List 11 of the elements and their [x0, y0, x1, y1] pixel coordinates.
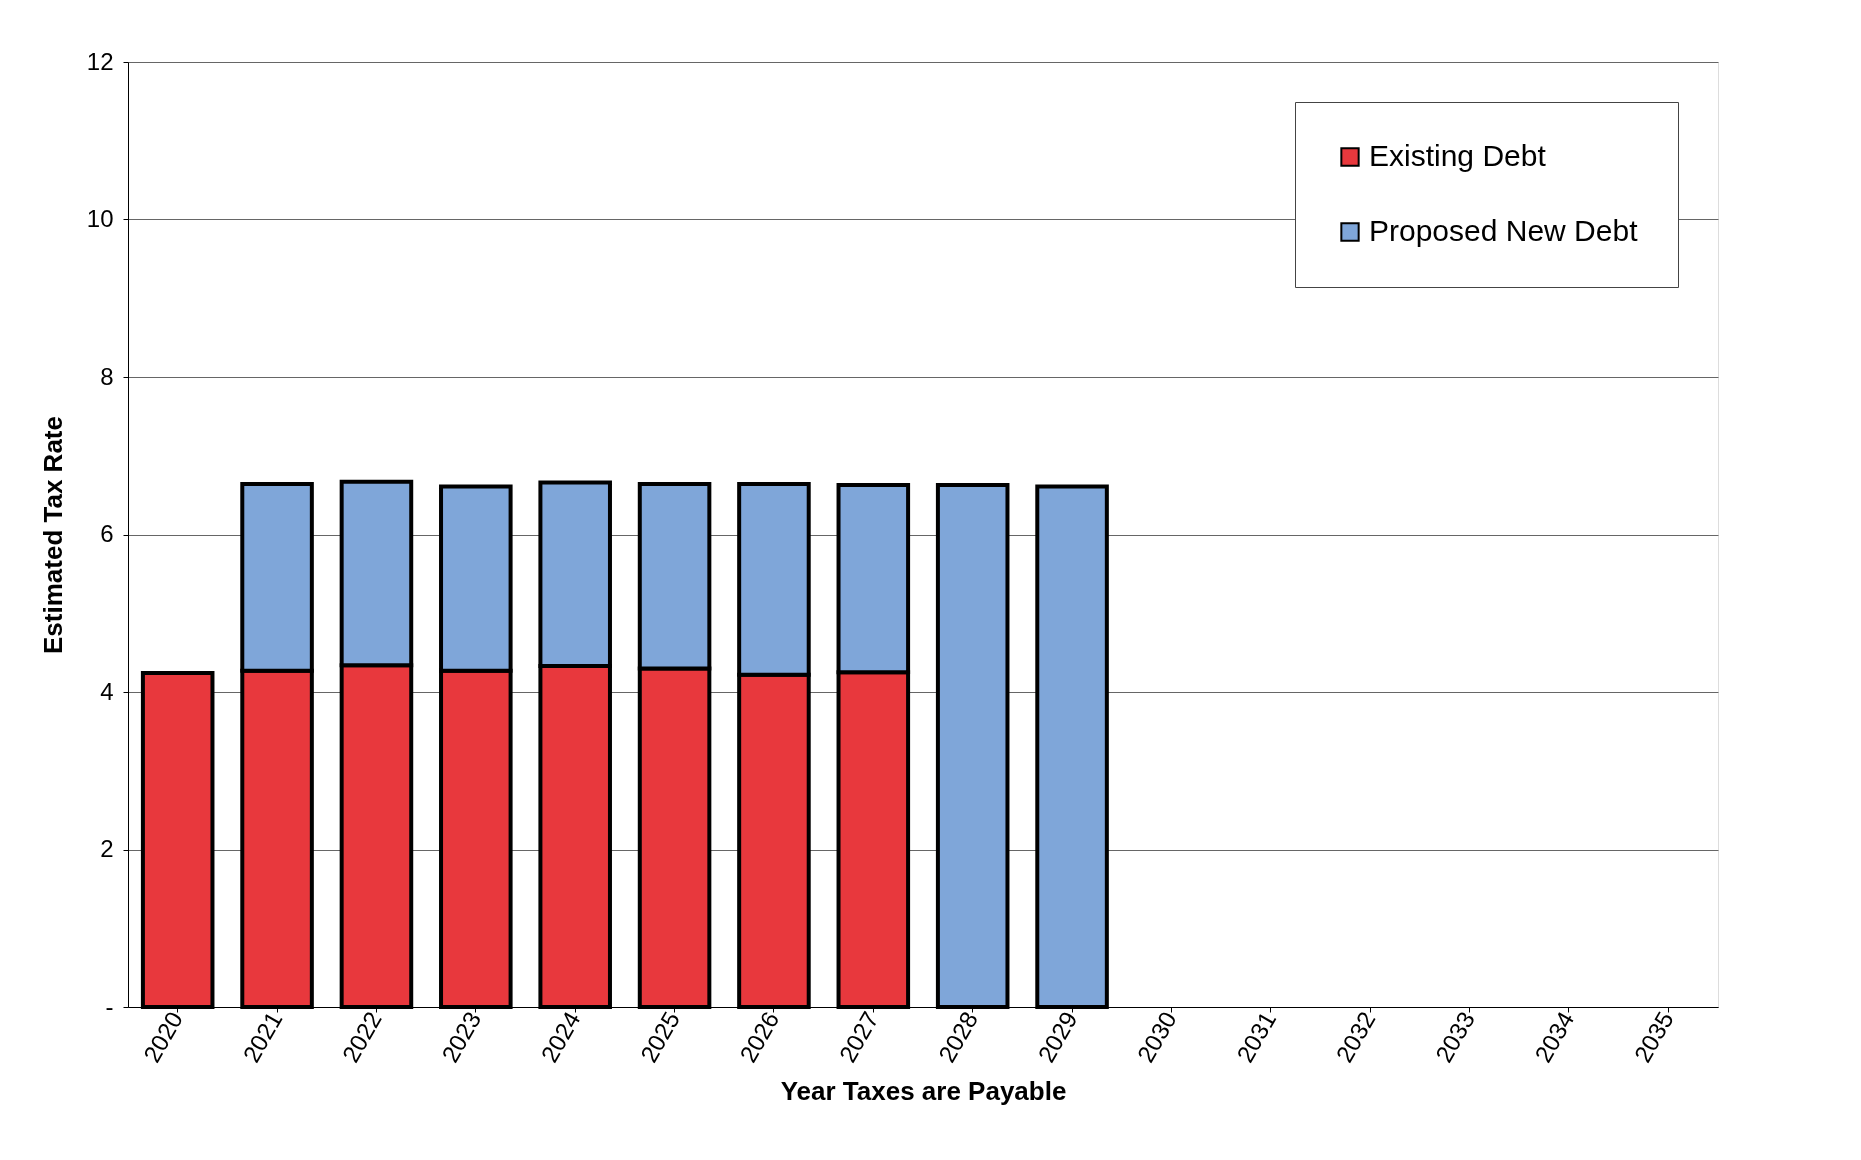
- legend-label: Existing Debt: [1369, 139, 1547, 172]
- y-tick-label: 2: [100, 835, 114, 862]
- y-tick-label: 10: [86, 205, 114, 232]
- legend-label: Proposed New Debt: [1369, 214, 1639, 247]
- x-axis-title: Year Taxes are Payable: [780, 1075, 1067, 1106]
- y-tick-label: -: [105, 992, 114, 1020]
- y-tick-label: 4: [100, 677, 114, 705]
- y-tick-label: 8: [100, 362, 114, 390]
- y-tick-label: 12: [86, 47, 114, 75]
- y-axis-title: Estimated Tax Rate: [37, 416, 68, 654]
- y-tick-label: 6: [100, 520, 114, 547]
